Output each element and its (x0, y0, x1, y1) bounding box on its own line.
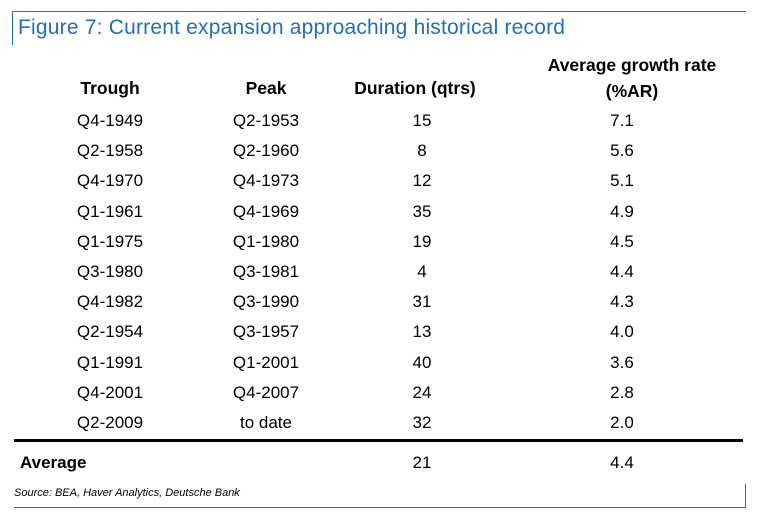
cell-growth-rate: 4.9 (610, 201, 634, 221)
cell-trough: Q1-1961 (76, 201, 144, 221)
cell-peak: Q4-1973 (232, 171, 300, 191)
cell-duration: 24 (412, 382, 432, 402)
cell-trough: Q4-2001 (76, 382, 144, 402)
cell-duration: 19 (412, 231, 432, 251)
source-note: Source: BEA, Haver Analytics, Deutsche B… (14, 487, 240, 499)
cell-duration: 35 (412, 201, 432, 221)
cell-growth-rate: 2.8 (610, 382, 634, 402)
cell-duration: 13 (412, 322, 432, 342)
cell-peak: Q3-1957 (232, 322, 300, 342)
cell-peak: Q4-2007 (232, 382, 300, 402)
cell-trough: Q4-1982 (76, 292, 144, 312)
cell-duration: 8 (417, 141, 427, 161)
cell-peak: to date (240, 413, 292, 432)
cell-growth-rate: 3.6 (610, 352, 634, 372)
cell-duration: 4 (417, 262, 427, 281)
cell-trough: Q4-1949 (76, 111, 144, 130)
average-duration: 21 (412, 453, 432, 472)
header-growth-line2: (%AR) (605, 81, 659, 101)
cell-trough: Q3-1980 (76, 262, 144, 281)
cell-duration: 32 (412, 413, 432, 432)
cell-growth-rate: 7.1 (610, 111, 634, 130)
cell-peak: Q3-1981 (232, 262, 300, 281)
header-growth-rate: Average growth rate (%AR) (520, 52, 744, 104)
header-trough: Trough (80, 78, 140, 98)
figure-title: Figure 7: Current expansion approaching … (18, 16, 566, 39)
cell-trough: Q2-2009 (76, 413, 144, 432)
header-duration: Duration (qtrs) (354, 78, 476, 98)
cell-peak: Q2-1960 (232, 141, 300, 161)
average-growth-rate: 4.4 (610, 453, 634, 472)
title-top-rule (12, 11, 746, 12)
average-divider-rule (14, 439, 743, 442)
cell-growth-rate: 5.1 (610, 171, 634, 191)
cell-peak: Q4-1969 (232, 201, 300, 221)
cell-peak: Q1-2001 (232, 352, 300, 372)
cell-growth-rate: 4.0 (610, 322, 634, 342)
average-label: Average (20, 453, 87, 472)
cell-duration: 15 (412, 111, 432, 130)
footer-right-rule (745, 484, 746, 508)
footer-bottom-rule (14, 507, 746, 508)
header-peak: Peak (245, 78, 287, 98)
cell-trough: Q2-1954 (76, 322, 144, 342)
cell-duration: 40 (412, 352, 432, 372)
cell-growth-rate: 4.3 (610, 292, 634, 312)
cell-growth-rate: 2.0 (610, 413, 634, 432)
cell-growth-rate: 4.4 (610, 262, 634, 281)
cell-duration: 12 (412, 171, 432, 191)
cell-growth-rate: 4.5 (610, 231, 634, 251)
cell-peak: Q2-1953 (232, 111, 300, 130)
header-growth-line1: Average growth rate (547, 55, 717, 75)
cell-trough: Q1-1975 (76, 231, 144, 251)
cell-duration: 31 (412, 292, 432, 312)
title-left-rule (12, 11, 13, 45)
cell-trough: Q2-1958 (76, 141, 144, 161)
cell-peak: Q3-1990 (232, 292, 300, 312)
cell-trough: Q4-1970 (76, 171, 144, 191)
cell-trough: Q1-1991 (76, 352, 144, 372)
cell-peak: Q1-1980 (232, 231, 300, 251)
cell-growth-rate: 5.6 (610, 141, 634, 161)
